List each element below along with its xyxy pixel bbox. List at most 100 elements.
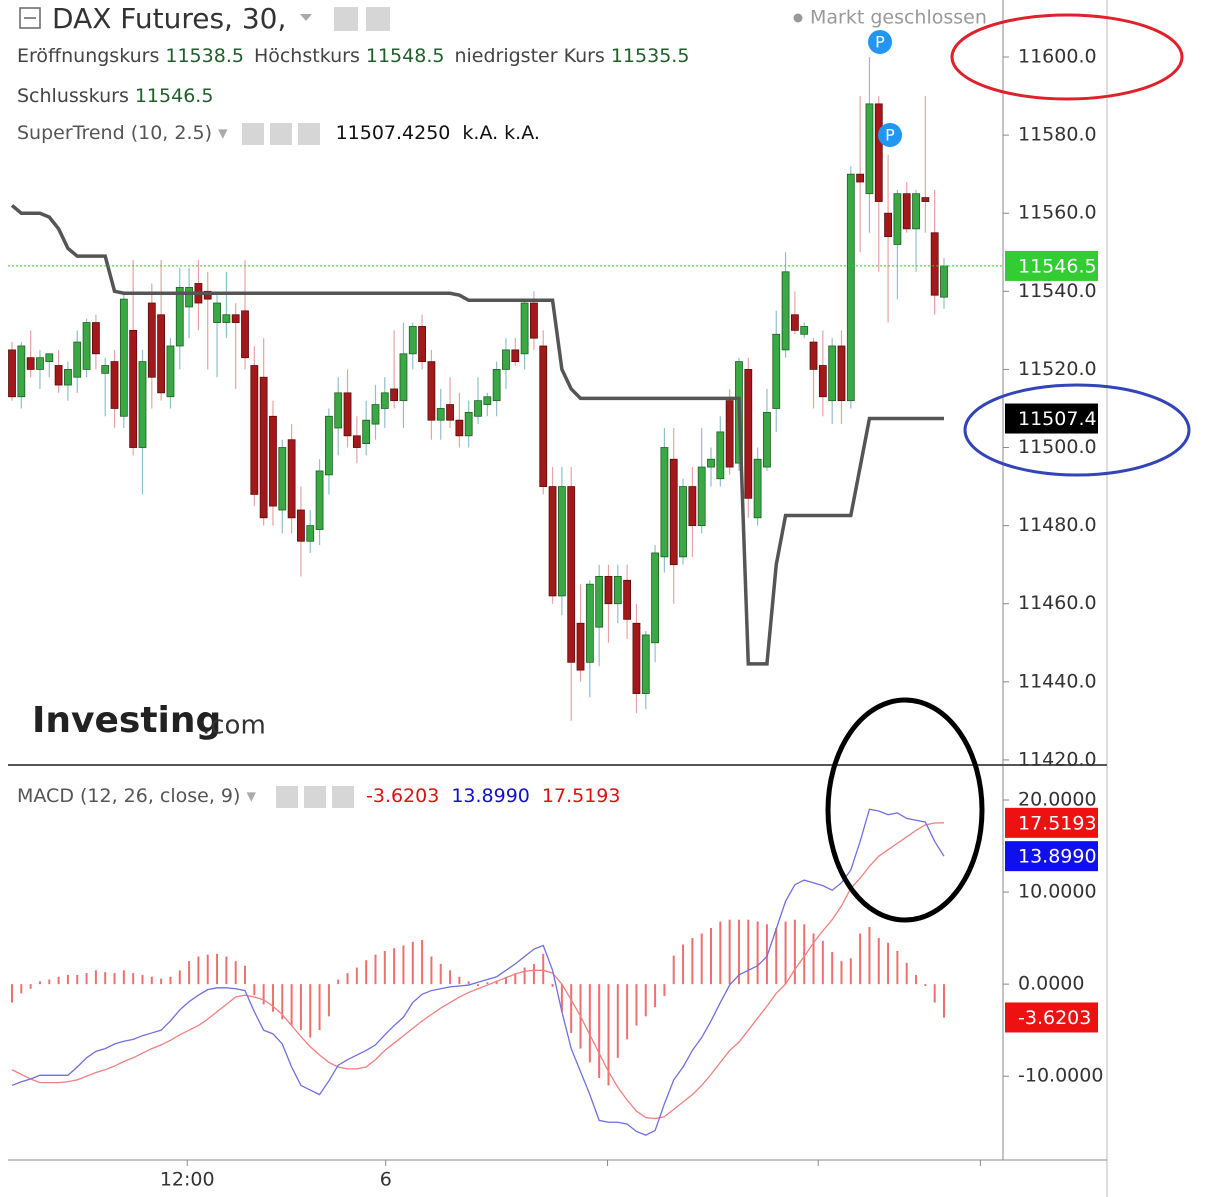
histogram-bar: [877, 938, 880, 985]
candle-body: [781, 271, 790, 351]
candle-body: [707, 458, 715, 468]
candle-body: [818, 365, 827, 398]
histogram-bar: [803, 924, 806, 985]
candle-body: [790, 314, 799, 331]
eye-icon[interactable]: [334, 7, 358, 31]
histogram-bar: [141, 974, 144, 985]
histogram-bar: [710, 927, 713, 985]
candle-body: [446, 404, 454, 421]
candle-body: [203, 290, 212, 300]
y-tick-label: 11460.0: [1018, 592, 1097, 614]
candle-body: [110, 361, 119, 409]
histogram-bar: [644, 984, 647, 1017]
candle-body: [632, 622, 641, 694]
collapse-icon[interactable]: [19, 7, 41, 29]
candle-body: [259, 376, 268, 519]
histogram-bar: [309, 984, 312, 1038]
candle-body: [101, 365, 110, 374]
candle-body: [641, 634, 650, 694]
candle-body: [763, 411, 771, 468]
close-icon[interactable]: [331, 785, 354, 808]
histogram-bar: [29, 984, 32, 989]
macd-badge-label: 13.8990: [1018, 846, 1097, 868]
candle-body: [324, 415, 333, 476]
legend-value: 11546.5: [134, 85, 214, 107]
candle-body: [595, 575, 604, 628]
histogram-bar: [672, 955, 675, 985]
gear-icon[interactable]: [303, 785, 326, 808]
histogram-bar: [737, 919, 740, 985]
histogram-bar: [747, 919, 750, 985]
candle-body: [315, 470, 324, 530]
histogram-bar: [206, 954, 209, 985]
histogram-bar: [383, 950, 386, 985]
histogram-bar: [113, 973, 116, 985]
histogram-bar: [132, 973, 135, 985]
eye-icon[interactable]: [241, 122, 264, 145]
candle-body: [874, 103, 883, 202]
candle-body: [828, 345, 837, 402]
ohlc-legend: Schlusskurs 11546.5: [17, 85, 223, 107]
candle-body: [8, 349, 16, 398]
candle-body: [660, 447, 669, 558]
macd-legend: MACD (12, 26, close, 9) ▾ -3.6203 13.8990 17…: [17, 785, 626, 808]
candle-body: [502, 349, 510, 370]
eye-icon[interactable]: [275, 785, 298, 808]
histogram-bar: [38, 981, 41, 985]
histogram-bar: [514, 973, 517, 985]
y-tick-label: 11420.0: [1018, 748, 1097, 770]
dropdown-icon[interactable]: ▾: [218, 122, 228, 144]
indicator-name: MACD (12, 26, close, 9): [17, 785, 241, 807]
candle-body: [436, 408, 445, 421]
candle-body: [287, 439, 296, 519]
histogram-bar: [421, 939, 424, 985]
histogram-bar: [439, 963, 442, 985]
legend-value: 11548.5: [365, 45, 445, 67]
y-tick-label: 10.0000: [1018, 881, 1097, 903]
macd-value: 13.8990: [451, 785, 530, 807]
candle-body: [54, 365, 63, 386]
candle-body: [129, 329, 138, 448]
candle-body: [17, 345, 26, 398]
supertrend-badge: [1005, 403, 1098, 434]
candle-body: [474, 400, 482, 417]
histogram-bar: [299, 984, 302, 1031]
gear-icon[interactable]: [269, 122, 292, 145]
histogram-bar: [216, 953, 219, 985]
histogram-bar: [486, 982, 489, 985]
candle-body: [893, 193, 902, 245]
histogram-bar: [337, 979, 340, 985]
histogram-bar: [94, 970, 97, 985]
y-tick-label: 11440.0: [1018, 670, 1097, 692]
candle-body: [352, 435, 361, 448]
dropdown-icon[interactable]: [300, 14, 312, 21]
histogram-bar: [262, 984, 265, 1005]
candle-body: [912, 193, 920, 230]
gear-icon[interactable]: [366, 7, 390, 31]
candle-body: [651, 552, 659, 644]
x-tick-label: 12:00: [160, 1169, 215, 1191]
histogram-bar: [430, 956, 433, 985]
status-dot: [793, 13, 803, 23]
histogram-bar: [691, 938, 694, 985]
histogram-bar: [85, 973, 88, 985]
candle-body: [809, 341, 818, 370]
candle-body: [585, 583, 594, 663]
candle-body: [222, 314, 231, 323]
candle-body: [147, 302, 156, 378]
close-icon[interactable]: [297, 122, 320, 145]
candle-body: [241, 310, 249, 359]
candle-body: [539, 345, 548, 487]
last-price-badge-label: 11546.5: [1018, 255, 1097, 277]
histogram-badge: [1005, 1002, 1098, 1033]
candle-body: [725, 400, 734, 468]
macd-line: [11, 808, 945, 1136]
histogram-bar: [915, 974, 918, 985]
dropdown-icon[interactable]: ▾: [246, 785, 256, 807]
candle-body: [679, 486, 687, 558]
candle-body: [464, 411, 473, 437]
histogram-bar: [859, 933, 862, 985]
highlight-blue: [963, 383, 1191, 477]
histogram-bar: [281, 984, 284, 1020]
candle-body: [921, 197, 930, 202]
